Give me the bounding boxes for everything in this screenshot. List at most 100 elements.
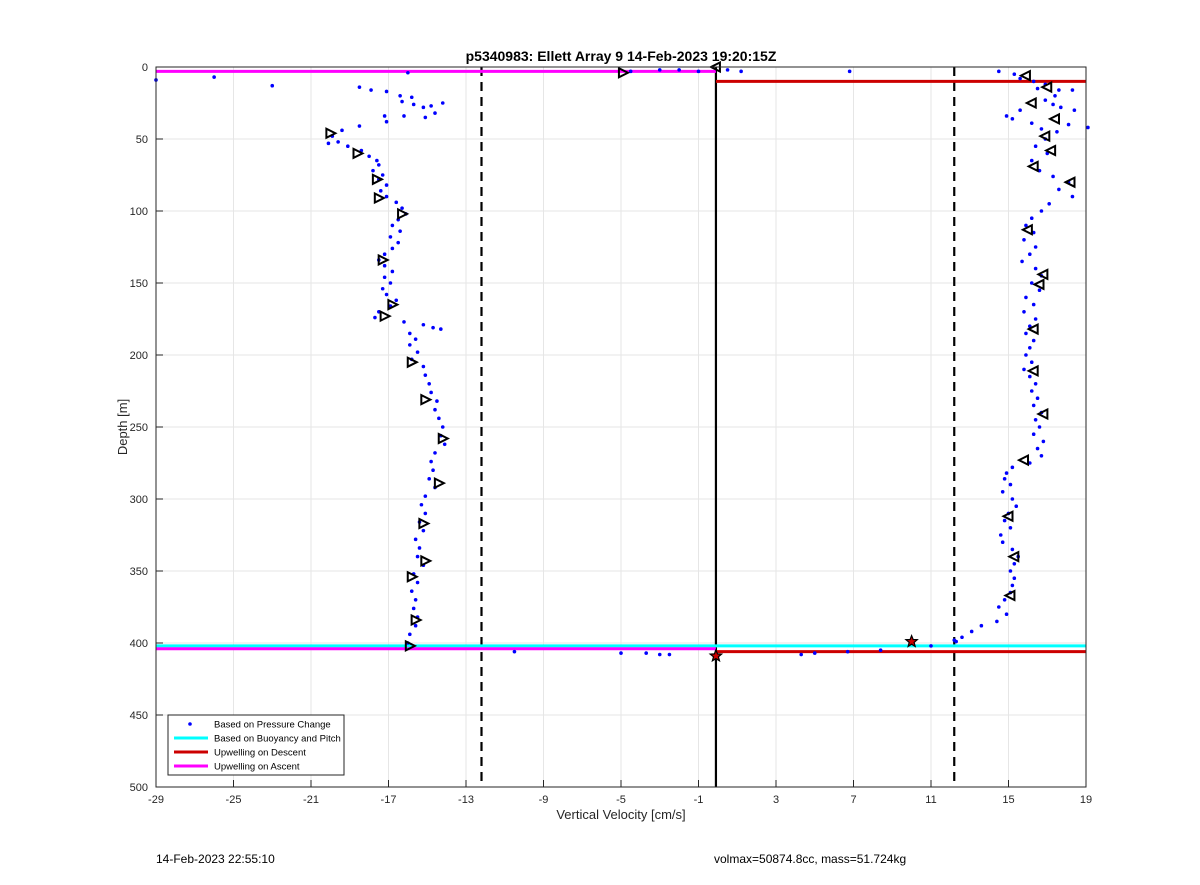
pressure-change-point (1033, 144, 1038, 148)
pressure-change-point (1018, 76, 1022, 81)
pressure-change-point (435, 399, 439, 403)
descent-triangle-marker (397, 207, 410, 220)
pressure-change-point (427, 477, 431, 481)
ascent-triangle-marker (1026, 160, 1039, 173)
pressure-change-point (1008, 526, 1013, 530)
pressure-change-point (394, 298, 399, 303)
pressure-change-point (1035, 86, 1040, 91)
pressure-change-point (398, 229, 402, 233)
pressure-change-point (1059, 105, 1063, 110)
y-tick-label: 0 (142, 62, 148, 74)
pressure-change-point (1033, 245, 1038, 249)
legend: Based on Pressure Change Based on Buoyanc… (167, 714, 345, 776)
y-tick-label: 150 (130, 278, 148, 290)
descent-triangle-marker (410, 613, 423, 627)
ascent-triangle-marker (1026, 322, 1039, 336)
x-tick-label: -25 (226, 794, 242, 806)
pressure-change-point (677, 68, 681, 72)
pressure-change-point (696, 69, 701, 74)
pressure-change-point (357, 85, 362, 89)
y-tick-label: 500 (130, 782, 148, 794)
pressure-change-point (1031, 302, 1036, 307)
pressure-change-point (657, 68, 662, 72)
pressure-change-point (1029, 360, 1034, 365)
pressure-change-point (995, 619, 999, 624)
pressure-change-point (1024, 295, 1028, 300)
pressure-change-point (384, 292, 389, 297)
y-tick-label: 400 (130, 638, 148, 650)
pressure-change-point (346, 144, 350, 148)
pressure-change-point (382, 114, 387, 118)
pressure-change-point (1012, 576, 1017, 580)
pressure-change-point (1051, 174, 1055, 179)
pressure-change-point (394, 200, 399, 205)
pressure-change-point (1010, 547, 1015, 552)
pressure-change-point (384, 119, 389, 124)
pressure-change-point (375, 158, 379, 163)
pressure-change-point (270, 83, 275, 88)
descent-triangle-marker (373, 191, 387, 205)
pressure-change-point (388, 281, 393, 285)
pressure-change-point (799, 652, 803, 657)
pressure-change-point (1008, 569, 1013, 573)
pressure-change-point (411, 102, 416, 107)
pressure-change-point (1043, 98, 1048, 102)
pressure-change-point (384, 194, 389, 199)
pressure-change-point (878, 648, 883, 652)
pressure-change-point (1024, 331, 1028, 336)
pressure-change-point (396, 240, 400, 245)
legend-label: Based on Pressure Change (214, 720, 331, 731)
descent-triangle-marker (377, 253, 390, 267)
pressure-change-point (1024, 353, 1028, 357)
legend-label: Based on Buoyancy and Pitch (214, 734, 341, 745)
pressure-change-point (423, 115, 428, 120)
pressure-change-point (400, 206, 404, 210)
pressure-change-point (1029, 121, 1034, 125)
ascent-triangle-marker (1036, 407, 1049, 421)
ascent-triangle-marker (1001, 510, 1014, 523)
pressure-change-point (427, 382, 431, 386)
ascent-triangle-marker (1047, 112, 1060, 125)
grid (155, 66, 1087, 788)
pressure-change-point (388, 235, 393, 239)
x-tick-label: -9 (539, 794, 549, 806)
star-marker (708, 648, 724, 663)
x-tick-label: -1 (694, 794, 704, 806)
pressure-change-point (413, 337, 418, 341)
ascent-triangle-marker (1036, 268, 1049, 281)
pressure-change-point (1008, 482, 1013, 487)
pressure-change-point (415, 554, 420, 559)
pressure-change-point (1022, 367, 1026, 372)
ticks: -29 -25 -21 -17 -13 -9 -5 -1 3 7 11 15 1905010015020… (130, 62, 1092, 806)
chart-title: p5340983: Ellett Array 9 14-Feb-2023 19:… (466, 48, 777, 64)
pressure-change-point (1035, 446, 1040, 451)
pressure-change-point (433, 407, 437, 412)
y-tick-label: 200 (130, 350, 148, 362)
pressure-change-point (367, 154, 371, 159)
pressure-change-point (1037, 288, 1042, 293)
descent-triangle-marker (404, 639, 418, 652)
pressure-change-point (384, 89, 389, 94)
pressure-change-point (423, 373, 428, 377)
descent-triangle-marker (387, 298, 400, 311)
pressure-change-point (429, 390, 433, 395)
ascent-triangle-marker (1038, 130, 1051, 143)
pressure-change-point (433, 451, 437, 455)
pressure-change-point (1018, 108, 1022, 112)
pressure-change-point (1031, 79, 1036, 84)
pressure-change-point (400, 99, 404, 104)
pressure-change-point (1057, 88, 1061, 92)
reference-lines (480, 67, 956, 787)
pressure-change-point (1029, 216, 1034, 220)
pressure-change-point (1004, 114, 1009, 118)
pressure-change-point (952, 638, 957, 642)
pressure-change-point (390, 223, 395, 228)
pressure-change-point (373, 315, 377, 320)
x-tick-label: -13 (458, 794, 474, 806)
pressure-change-point (413, 537, 418, 542)
descent-triangle-marker (617, 66, 631, 79)
pressure-change-point (357, 124, 362, 128)
x-tick-label: -29 (148, 794, 164, 806)
pressure-change-point (1072, 108, 1077, 112)
ascent-triangle-marker (1020, 223, 1033, 236)
